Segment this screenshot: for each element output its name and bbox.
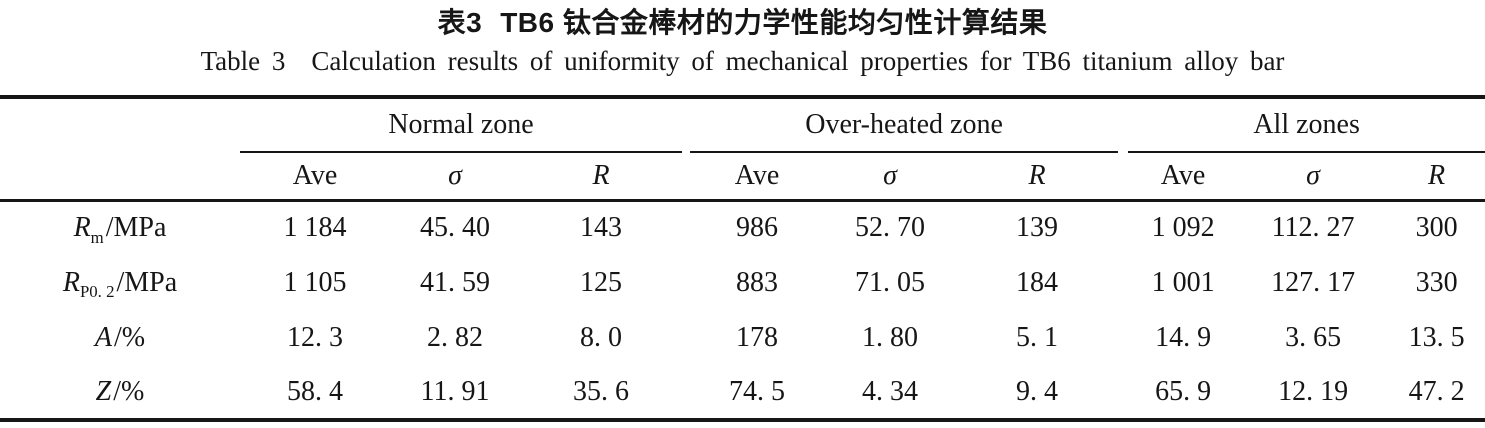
value-cell: 143 [580, 212, 623, 244]
group-gap [1118, 152, 1129, 202]
group-header-over-heated-zone: Over-heated zone [690, 95, 1119, 153]
value-cell: 47. 2 [1388, 365, 1485, 422]
subheader-sigma-allzones: σ [1238, 152, 1389, 202]
value-cell: 330 [1415, 266, 1458, 298]
table-caption-en: Table 3 Calculation results of uniformity… [0, 46, 1485, 77]
value-cell: 125 [580, 266, 623, 298]
subheader-sigma-overheated: σ [824, 152, 957, 202]
value-cell: 45. 40 [420, 212, 490, 244]
value-cell: 300 [1415, 212, 1458, 244]
subheader-ave-allzones: Ave [1128, 152, 1239, 202]
value-cell: 65. 9 [1128, 365, 1239, 422]
property-symbol: A [94, 321, 112, 353]
value-cell: 986 [736, 212, 779, 244]
sub-header-row: Ave σ R Ave σ R Ave σ R [0, 152, 1485, 202]
value-cell: 52. 70 [855, 212, 926, 244]
row-label-rp02: RP0. 2/MPa [0, 255, 240, 310]
value-cell: 1 184 [283, 212, 347, 244]
value-cell: 1. 80 [862, 321, 919, 353]
table-row-z: Z/% 58. 4 11. 91 35. 6 74. 5 4. 34 9. 4 … [0, 365, 1485, 422]
row-label-z: Z/% [0, 365, 240, 422]
group-gap [682, 255, 690, 310]
value-cell: 112. 27 [1271, 212, 1355, 244]
property-symbol: R [62, 266, 80, 298]
value-cell: 178 [736, 321, 779, 353]
value-cell: 12. 3 [287, 321, 343, 353]
value-cell: 1 105 [283, 266, 347, 298]
property-subscript: m [90, 227, 104, 247]
table-caption-zh-text: TB6 钛合金棒材的力学性能均匀性计算结果 [500, 7, 1048, 38]
property-symbol: R [73, 212, 91, 244]
mechanical-properties-table: Normal zone Over-heated zone All zones A… [0, 95, 1485, 422]
subheader-range-normal: R [520, 152, 683, 202]
group-gap [1118, 95, 1129, 152]
group-gap [1118, 200, 1128, 255]
property-unit: /% [114, 321, 146, 353]
property-symbol: Z [95, 375, 112, 407]
value-cell: 11. 91 [390, 365, 520, 422]
value-cell: 71. 05 [855, 266, 926, 298]
group-header-row: Normal zone Over-heated zone All zones [0, 95, 1485, 153]
property-unit: /MPa [105, 212, 167, 244]
table-row-a: A/% 12. 3 2. 82 8. 0 178 1. 80 5. 1 14. … [0, 310, 1485, 365]
group-gap [682, 200, 690, 255]
value-cell: 3. 65 [1285, 321, 1342, 353]
table-caption-zh: 表3 TB6 钛合金棒材的力学性能均匀性计算结果 [0, 1, 1485, 41]
table-row-rp02: RP0. 2/MPa 1 105 41. 59 125 883 71. 05 1… [0, 255, 1485, 310]
value-cell: 14. 9 [1155, 321, 1212, 353]
value-cell: 139 [1016, 212, 1059, 244]
group-gap [682, 310, 690, 365]
value-cell: 1 092 [1151, 212, 1215, 244]
subheader-range-allzones: R [1388, 152, 1485, 202]
value-cell: 5. 1 [1016, 321, 1059, 353]
property-subscript: P0. 2 [79, 282, 115, 302]
property-unit: /% [113, 375, 145, 407]
value-cell: 58. 4 [240, 365, 390, 422]
group-gap [1118, 310, 1128, 365]
table-caption-en-number: Table 3 [200, 46, 286, 76]
table-caption-en-text: Calculation results of uniformity of mec… [311, 46, 1285, 76]
stub-header-cell [0, 95, 240, 152]
table-caption-zh-number: 表3 [437, 7, 483, 38]
value-cell: 8. 0 [580, 321, 623, 353]
group-header-all-zones: All zones [1128, 95, 1485, 153]
table-row-rm: Rm/MPa 1 184 45. 40 143 986 52. 70 139 1… [0, 200, 1485, 255]
value-cell: 35. 6 [520, 365, 683, 422]
value-cell: 1 001 [1151, 266, 1215, 298]
value-cell: 2. 82 [427, 321, 483, 353]
value-cell: 12. 19 [1238, 365, 1389, 422]
group-gap [682, 365, 691, 422]
row-label-a: A/% [0, 310, 240, 365]
value-cell: 41. 59 [420, 266, 490, 298]
group-gap [1118, 255, 1128, 310]
value-cell: 9. 4 [956, 365, 1119, 422]
value-cell: 74. 5 [690, 365, 825, 422]
value-cell: 4. 34 [824, 365, 957, 422]
group-gap [1118, 365, 1129, 422]
value-cell: 13. 5 [1408, 321, 1465, 353]
subheader-ave-overheated: Ave [690, 152, 825, 202]
value-cell: 127. 17 [1271, 266, 1356, 298]
group-gap [682, 152, 691, 202]
subheader-ave-normal: Ave [240, 152, 390, 202]
row-label-rm: Rm/MPa [0, 200, 240, 255]
group-gap [682, 95, 691, 152]
property-unit: /MPa [116, 266, 178, 298]
subheader-sigma-normal: σ [390, 152, 520, 202]
subheader-range-overheated: R [956, 152, 1119, 202]
group-header-normal-zone: Normal zone [240, 95, 683, 153]
stub-header-cell [0, 152, 240, 202]
value-cell: 184 [1016, 266, 1059, 298]
value-cell: 883 [736, 266, 779, 298]
